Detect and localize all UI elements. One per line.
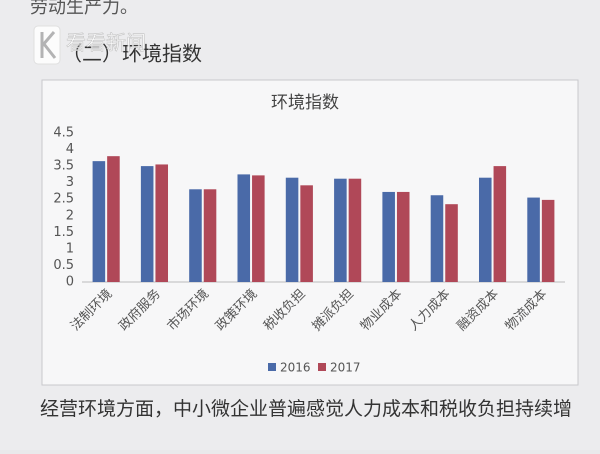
bar bbox=[107, 156, 120, 282]
bar bbox=[237, 174, 251, 282]
bar bbox=[285, 177, 299, 282]
top-line: 劳动生产力。 bbox=[30, 0, 138, 18]
bar bbox=[300, 185, 313, 282]
bar bbox=[348, 178, 362, 282]
bar bbox=[92, 161, 106, 282]
y-tick-label: 3.5 bbox=[53, 159, 74, 174]
bar bbox=[493, 166, 507, 282]
bar bbox=[478, 177, 492, 282]
heading: （二）环境指数 bbox=[62, 42, 202, 66]
y-tick-label: 2 bbox=[66, 208, 74, 223]
legend-label: 2016 bbox=[280, 361, 311, 375]
bar bbox=[252, 175, 265, 282]
watermark-text: 看看新闻 bbox=[66, 31, 146, 55]
y-tick-label: 3 bbox=[66, 175, 74, 190]
watermark: 看看新闻 bbox=[33, 25, 146, 65]
bar bbox=[155, 164, 169, 282]
y-tick-label: 4 bbox=[66, 142, 74, 157]
y-tick-label: 0.5 bbox=[53, 258, 74, 273]
bar bbox=[396, 191, 410, 282]
bar bbox=[203, 189, 217, 282]
bottom-line: 经营环境方面，中小微企业普遍感觉人力成本和税收负担持续增 bbox=[40, 398, 572, 420]
legend-swatch bbox=[268, 363, 276, 371]
bar bbox=[334, 178, 347, 282]
legend-label: 2017 bbox=[330, 361, 361, 375]
bar bbox=[189, 189, 202, 282]
bar bbox=[140, 166, 154, 282]
legend-swatch bbox=[318, 363, 326, 371]
y-tick-label: 1.5 bbox=[53, 225, 74, 240]
watermark-logo bbox=[33, 25, 61, 65]
y-tick-label: 0 bbox=[66, 275, 74, 290]
bar bbox=[445, 204, 458, 282]
bar bbox=[527, 197, 540, 282]
y-tick-label: 1 bbox=[66, 241, 74, 256]
chart-title: 环境指数 bbox=[271, 93, 339, 113]
y-tick-label: 4.5 bbox=[53, 126, 74, 141]
watermark-k bbox=[40, 31, 57, 59]
bar bbox=[541, 199, 555, 282]
bar bbox=[382, 191, 395, 282]
bar bbox=[430, 195, 444, 282]
y-tick-label: 2.5 bbox=[53, 192, 74, 207]
